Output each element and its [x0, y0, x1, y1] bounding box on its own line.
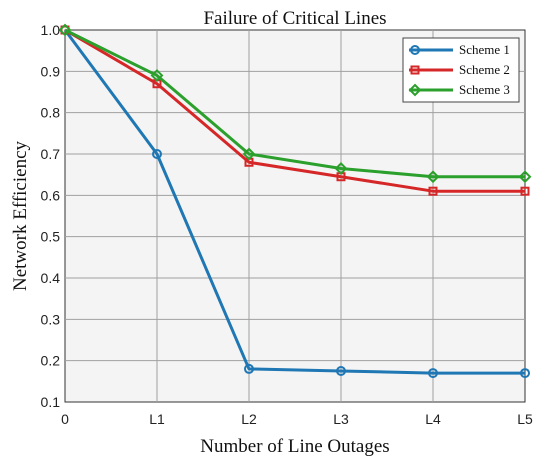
y-tick-label: 0.8	[41, 105, 61, 121]
legend-marker	[408, 83, 422, 97]
data-point	[334, 162, 348, 175]
y-tick-label: 0.9	[41, 63, 61, 79]
x-tick-label: L4	[425, 411, 441, 427]
y-axis-label: Network Efficiency	[10, 141, 31, 292]
y-tick-label: 0.4	[41, 270, 61, 286]
grid-lines	[65, 30, 525, 402]
legend: Scheme 1 Scheme 2 Scheme 3	[402, 37, 520, 103]
y-tick-label: 0.2	[41, 353, 61, 369]
series-layer	[58, 23, 532, 379]
data-point	[428, 368, 438, 379]
data-point	[244, 363, 254, 374]
y-tick-label: 1.0	[41, 22, 61, 38]
data-point	[150, 69, 164, 82]
series-3	[58, 23, 532, 184]
legend-marker	[410, 45, 420, 55]
legend-label: Scheme 2	[459, 62, 510, 77]
data-point	[428, 186, 438, 196]
series-line	[64, 28, 525, 179]
x-tick-label: L5	[517, 411, 533, 427]
data-point	[520, 186, 530, 196]
x-tick-label: L3	[333, 411, 349, 427]
x-tick-label: L2	[241, 411, 257, 427]
x-axis-label: Number of Line Outages	[200, 436, 389, 457]
chart-title: Failure of Critical Lines	[203, 8, 386, 29]
y-tick-label: 0.7	[41, 146, 61, 162]
data-point	[60, 25, 70, 35]
y-tick-label: 0.6	[41, 187, 61, 203]
x-tick-label: 0	[61, 411, 69, 427]
data-point	[58, 23, 72, 37]
data-point	[518, 170, 532, 184]
legend-label: Scheme 3	[459, 82, 510, 97]
legend-marker	[410, 65, 420, 75]
series-line	[63, 29, 525, 375]
data-point	[242, 147, 256, 161]
series-2	[60, 25, 530, 196]
data-point	[152, 149, 162, 159]
tick-labels: 0.1 0.2 0.3 0.4 0.5 0.6 0.7 0.8 0.9 1.0 0 L1 L2 L3 L4 L…	[41, 22, 533, 427]
y-tick-label: 0.5	[41, 229, 61, 245]
x-tick-label: L1	[149, 411, 165, 427]
data-point	[520, 368, 530, 379]
legend-label: Scheme 1	[459, 42, 510, 57]
series-line	[64, 28, 525, 193]
data-point	[426, 170, 440, 184]
data-point	[336, 366, 346, 376]
y-tick-label: 0.3	[41, 311, 61, 327]
y-tick-label: 0.1	[41, 394, 61, 410]
